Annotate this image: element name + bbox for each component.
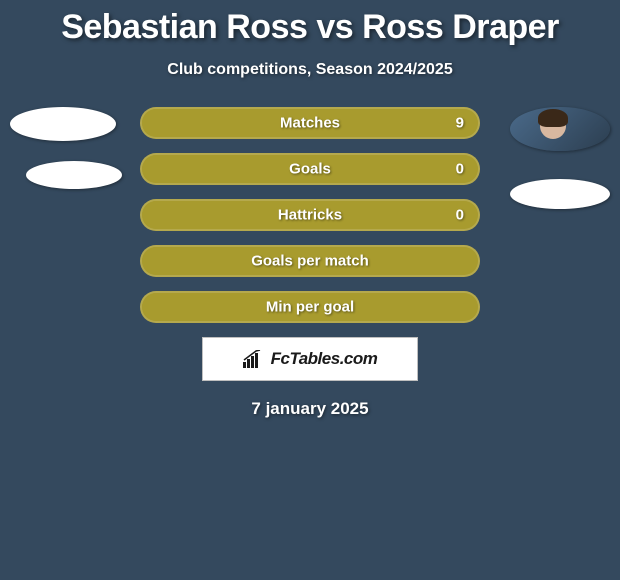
- comparison-content: Matches9Goals0Hattricks0Goals per matchM…: [0, 107, 620, 419]
- stat-bar: Matches9: [140, 107, 480, 139]
- bar-label: Matches: [142, 115, 478, 132]
- logo-box: FcTables.com: [202, 337, 418, 381]
- bar-label: Goals: [142, 161, 478, 178]
- bar-label: Goals per match: [142, 253, 478, 270]
- subtitle: Club competitions, Season 2024/2025: [0, 61, 620, 79]
- avatar: [510, 179, 610, 209]
- avatar: [10, 107, 116, 141]
- avatar: [26, 161, 122, 189]
- page-title: Sebastian Ross vs Ross Draper: [0, 0, 620, 47]
- bar-value-right: 0: [456, 207, 464, 224]
- logo-text: FcTables.com: [271, 349, 378, 369]
- date-label: 7 january 2025: [0, 399, 620, 419]
- left-player-avatars: [10, 107, 122, 203]
- stat-bars: Matches9Goals0Hattricks0Goals per matchM…: [140, 107, 480, 323]
- bar-value-right: 9: [456, 115, 464, 132]
- bar-label: Hattricks: [142, 207, 478, 224]
- stat-bar: Hattricks0: [140, 199, 480, 231]
- stat-bar: Goals0: [140, 153, 480, 185]
- stat-bar: Goals per match: [140, 245, 480, 277]
- right-player-avatars: [510, 107, 610, 223]
- bar-value-right: 0: [456, 161, 464, 178]
- avatar: [510, 107, 610, 151]
- stat-bar: Min per goal: [140, 291, 480, 323]
- bar-label: Min per goal: [142, 299, 478, 316]
- chart-icon: [243, 350, 265, 368]
